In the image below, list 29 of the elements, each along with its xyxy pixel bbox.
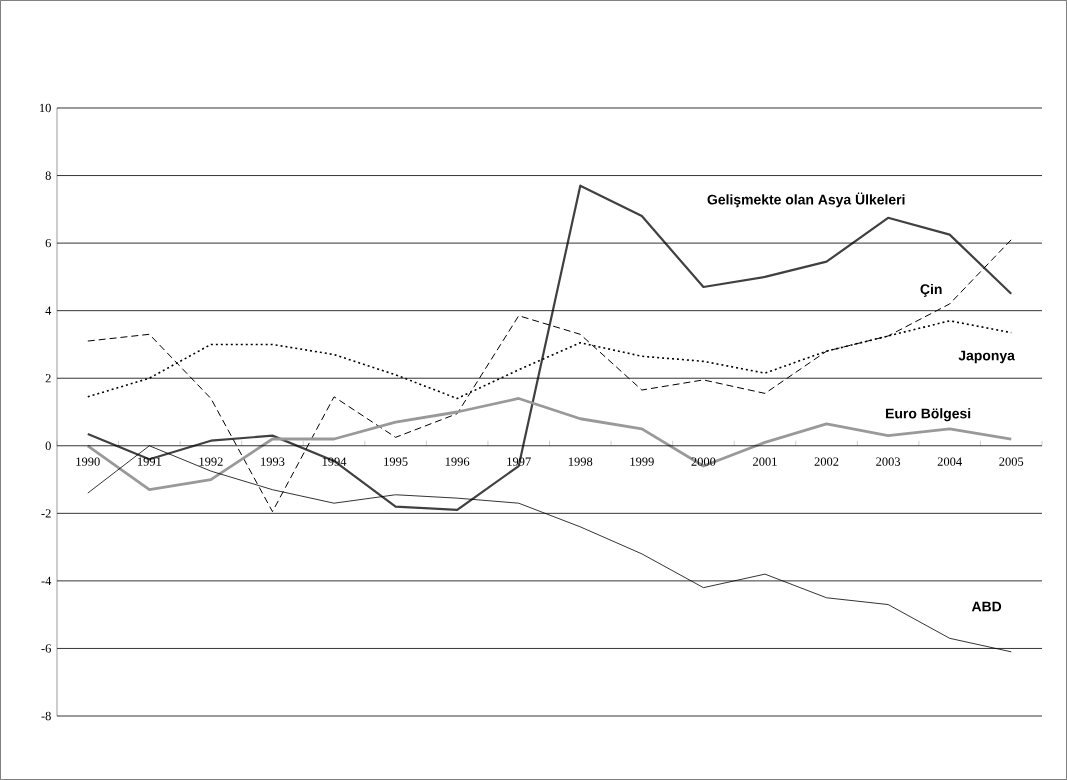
text: ABD xyxy=(971,601,1002,612)
y-tick-label: 0 xyxy=(45,441,51,450)
series-label: Japonya xyxy=(958,350,1015,364)
x-tick-label: 2004 xyxy=(937,457,962,466)
x-tick-label: 1993 xyxy=(261,457,285,466)
y-tick-label: -2 xyxy=(41,509,51,518)
series-label: Euro Bölgesi xyxy=(886,408,971,422)
y-tick-label: 10 xyxy=(39,103,51,113)
x-tick-label: 1995 xyxy=(384,457,408,466)
x-tick-label: 1999 xyxy=(630,457,654,466)
x-tick-label: 1992 xyxy=(199,457,223,466)
x-tick-label: 2002 xyxy=(814,457,839,466)
y-tick-label: 6 xyxy=(45,238,51,248)
x-tick-label: 1990 xyxy=(76,457,100,466)
x-tick-label: 2000 xyxy=(691,457,716,466)
series-label: Çin xyxy=(920,283,942,297)
x-tick-label: 1991 xyxy=(137,457,162,466)
x-tick-label: 2005 xyxy=(999,457,1024,466)
y-tick-label: 2 xyxy=(45,374,51,383)
y-tick-label: -4 xyxy=(41,576,52,585)
y-tick-label: 8 xyxy=(45,171,51,180)
y-tick-label: -6 xyxy=(41,644,51,653)
y-tick-label: -8 xyxy=(41,711,51,721)
x-tick-label: 2001 xyxy=(753,457,777,466)
x-tick-label: 1996 xyxy=(445,457,470,466)
x-tick-label: 1998 xyxy=(568,457,593,466)
y-tick-label: 4 xyxy=(45,306,52,315)
series-label: Gelişmekte olan Asya Ülkeleri xyxy=(707,192,905,208)
x-tick-label: 2003 xyxy=(876,457,901,466)
